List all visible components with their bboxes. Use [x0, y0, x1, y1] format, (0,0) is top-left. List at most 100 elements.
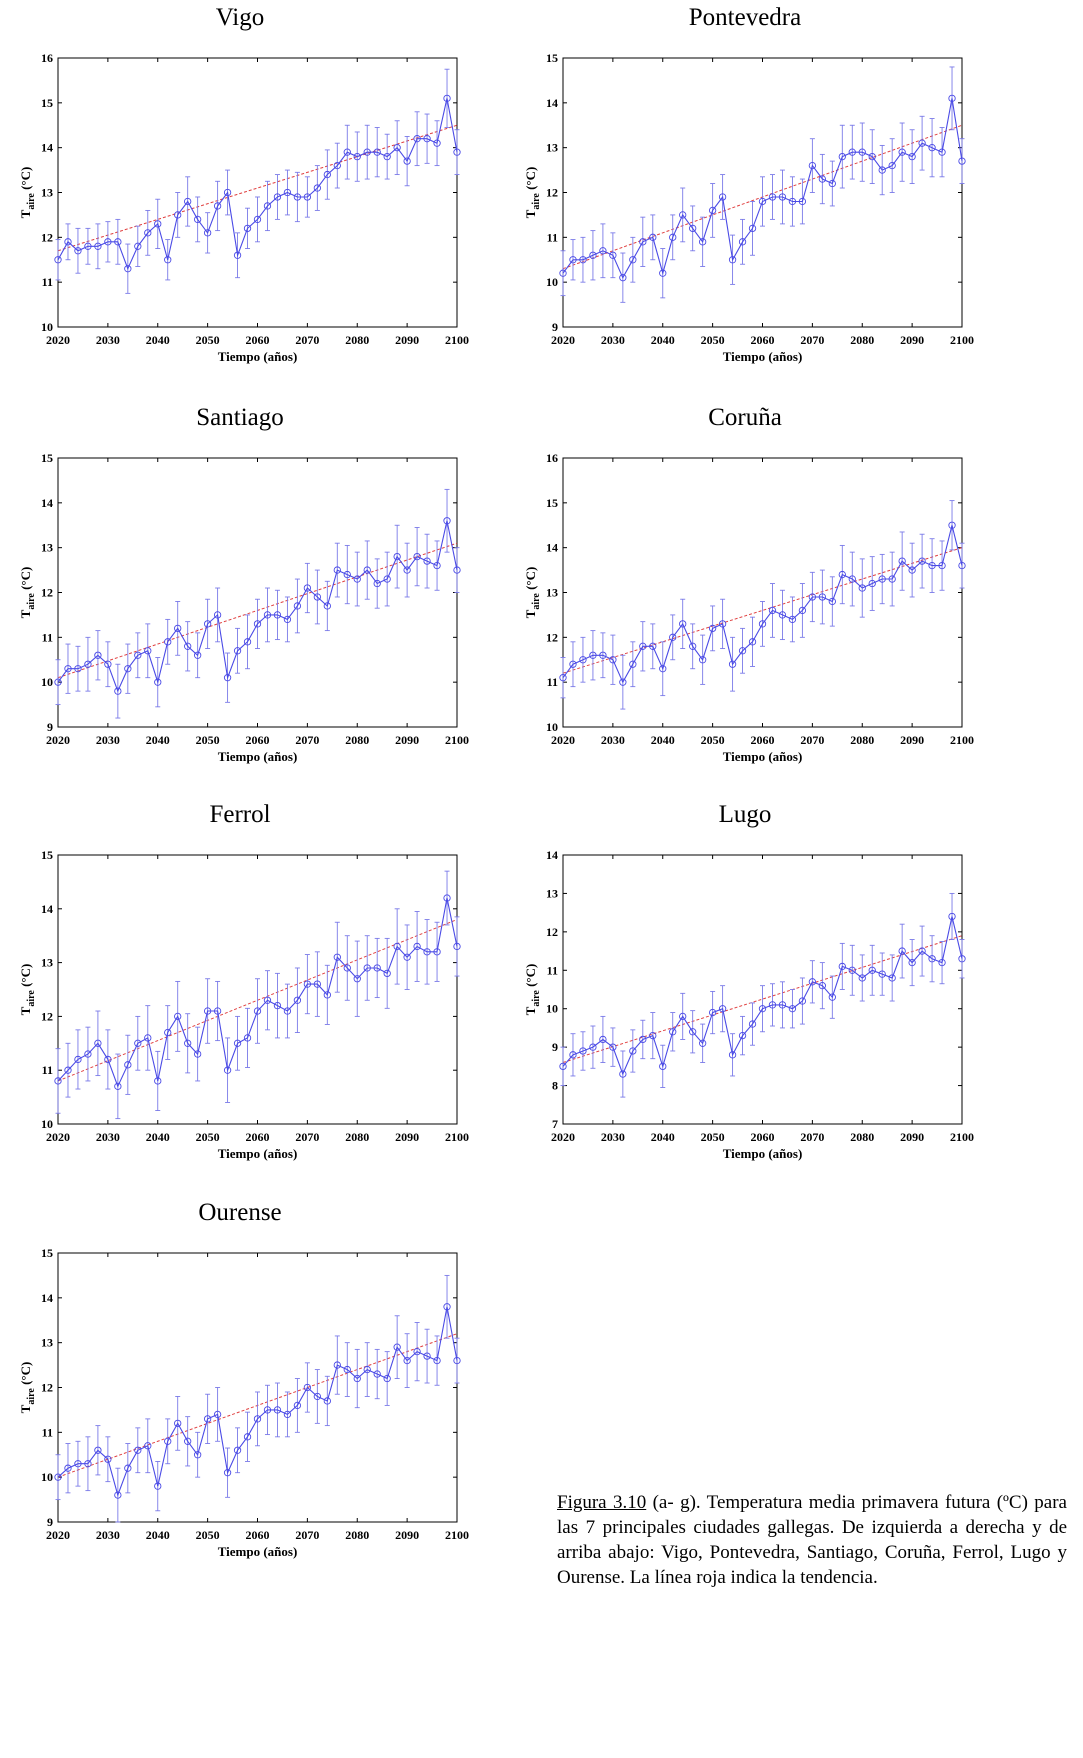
data-point — [629, 660, 637, 668]
data-point — [333, 953, 341, 961]
chart-svg: 2020 2030 2040 2050 2060 2070 2080 2090 2100 10 11… — [523, 451, 974, 764]
data-point — [938, 561, 946, 570]
chart-panel-vigo: Vigo 2020 2030 2040 2050 2060 2070 2080 2090 210… — [0, 0, 480, 420]
y-tick-label: 15 — [41, 96, 53, 110]
data-point — [898, 947, 906, 955]
data-point — [898, 557, 906, 565]
plot-frame — [562, 457, 963, 728]
data-point — [413, 552, 421, 561]
data-point — [659, 269, 667, 277]
x-tick-label: 2080 — [345, 733, 369, 747]
data-point — [443, 1303, 451, 1311]
y-tick-label: 11 — [42, 275, 53, 289]
data-point — [868, 152, 876, 161]
y-tick-label: 14 — [41, 141, 53, 155]
y-tick-label: 10 — [546, 1002, 558, 1016]
data-point — [878, 166, 886, 174]
data-point — [828, 597, 836, 606]
data-point — [154, 220, 162, 228]
x-tick-label: 2040 — [651, 1130, 675, 1144]
data-point — [293, 1401, 302, 1410]
data-point — [878, 575, 886, 583]
x-tick-label: 2060 — [246, 333, 270, 347]
data-point — [263, 202, 272, 210]
data-point — [453, 1356, 461, 1365]
data-point — [54, 256, 62, 264]
data-point — [393, 1343, 401, 1351]
data-point — [333, 161, 341, 170]
y-tick-label: 7 — [552, 1117, 558, 1131]
y-tick-label: 14 — [41, 496, 53, 510]
y-tick-label: 12 — [546, 630, 558, 644]
data-point — [104, 1055, 112, 1064]
x-tick-label: 2050 — [701, 733, 725, 747]
data-point — [403, 566, 411, 574]
data-point — [679, 211, 687, 219]
x-tick-label: 2100 — [445, 733, 469, 747]
data-point — [718, 620, 727, 628]
data-point — [383, 969, 391, 978]
x-tick-label: 2070 — [295, 333, 319, 347]
x-axis-label: Tiempo (años) — [723, 349, 803, 364]
y-axis-label: Taire (°C) — [18, 567, 37, 619]
data-point — [263, 611, 272, 619]
data-point — [174, 211, 182, 219]
data-point — [599, 1035, 607, 1044]
data-point — [868, 579, 876, 588]
y-tick-label: 15 — [41, 848, 53, 862]
data-point — [154, 678, 162, 686]
data-point — [273, 1406, 282, 1414]
x-axis-label: Tiempo (años) — [723, 1146, 803, 1161]
data-point — [698, 238, 707, 246]
data-point — [738, 647, 747, 655]
data-point — [174, 1419, 182, 1428]
data-point — [134, 1039, 142, 1047]
data-point — [353, 975, 361, 983]
x-tick-label: 2030 — [601, 333, 625, 347]
data-point — [164, 256, 172, 264]
data-point — [609, 251, 617, 259]
data-point — [599, 247, 607, 255]
data-point — [848, 966, 856, 974]
data-point — [938, 148, 946, 156]
x-tick-label: 2070 — [800, 733, 824, 747]
data-point — [363, 566, 371, 574]
data-point — [373, 148, 381, 156]
data-point — [233, 1039, 242, 1047]
data-point — [958, 157, 966, 165]
chart-svg: 2020 2030 2040 2050 2060 2070 2080 2090 2100 7 8 9 1… — [523, 848, 974, 1161]
data-point — [708, 1008, 717, 1017]
chart-panel-santiago: Santiago 2020 2030 2040 2050 2060 2070 2080 209… — [0, 400, 480, 820]
data-point — [164, 1028, 172, 1037]
data-point — [184, 642, 192, 650]
data-point — [104, 660, 112, 668]
data-point — [273, 193, 282, 201]
data-point — [323, 602, 331, 610]
data-point — [313, 184, 321, 192]
data-point — [114, 238, 122, 246]
data-point — [818, 593, 826, 601]
y-tick-label: 15 — [41, 451, 53, 465]
data-point — [184, 1039, 192, 1047]
data-point — [738, 238, 747, 246]
data-point — [144, 229, 152, 237]
data-point — [589, 1043, 597, 1051]
data-point — [134, 242, 142, 250]
y-tick-label: 12 — [41, 230, 53, 244]
data-point — [84, 1050, 92, 1058]
data-point — [569, 256, 577, 264]
data-point — [213, 611, 222, 619]
data-point — [798, 606, 807, 615]
data-point — [333, 1361, 341, 1369]
data-point — [373, 1370, 381, 1378]
data-point — [343, 570, 351, 579]
data-point — [203, 1415, 212, 1423]
data-point — [223, 674, 232, 682]
x-tick-label: 2040 — [146, 733, 170, 747]
data-point — [798, 197, 807, 206]
data-point — [193, 215, 202, 224]
data-point — [629, 1047, 637, 1055]
data-point — [948, 94, 956, 103]
x-tick-label: 2100 — [445, 1528, 469, 1542]
series-line — [57, 897, 458, 1088]
